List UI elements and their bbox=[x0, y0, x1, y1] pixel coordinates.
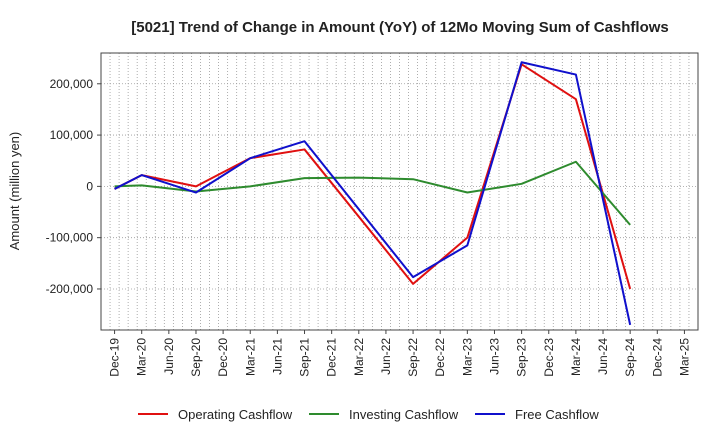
y-tick-label: 0 bbox=[86, 179, 93, 193]
y-tick-label: 100,000 bbox=[50, 128, 94, 142]
legend-label: Free Cashflow bbox=[515, 407, 599, 422]
x-tick-label: Jun-21 bbox=[270, 338, 284, 375]
x-tick-label: Mar-24 bbox=[569, 338, 583, 376]
x-tick-label: Mar-23 bbox=[460, 338, 474, 376]
x-tick-label: Dec-21 bbox=[325, 338, 339, 377]
x-tick-label: Dec-23 bbox=[542, 338, 556, 377]
x-tick-label: Mar-22 bbox=[352, 338, 366, 376]
x-tick-label: Jun-22 bbox=[379, 338, 393, 375]
y-tick-label: -200,000 bbox=[46, 282, 94, 296]
y-tick-labels: 200,000 100,000 0 -100,000 -200,000 bbox=[46, 77, 101, 296]
x-tick-label: Dec-22 bbox=[433, 338, 447, 377]
x-tick-label: Jun-20 bbox=[162, 338, 176, 375]
series-line-investing-cashflow bbox=[114, 160, 631, 226]
y-tick-label: 200,000 bbox=[50, 77, 94, 91]
series-line-free-cashflow bbox=[114, 61, 632, 326]
legend-label: Investing Cashflow bbox=[349, 407, 459, 422]
x-tick-label: Dec-19 bbox=[108, 338, 122, 377]
x-tick-labels: Dec-19 Mar-20 Jun-20 Sep-20 Dec-20 Mar-21 Jun-… bbox=[108, 330, 691, 377]
x-tick-label: Jun-24 bbox=[596, 338, 610, 375]
y-tick-label: -100,000 bbox=[46, 231, 94, 245]
y-axis-label: Amount (million yen) bbox=[7, 132, 22, 251]
chart-title: [5021] Trend of Change in Amount (YoY) o… bbox=[131, 19, 669, 36]
x-tick-label: Sep-24 bbox=[623, 338, 637, 377]
legend: Operating Cashflow Investing Cashflow Free… bbox=[138, 407, 599, 422]
x-tick-label: Mar-25 bbox=[677, 338, 691, 376]
series-lines bbox=[114, 61, 632, 326]
x-tick-label: Mar-20 bbox=[135, 338, 149, 376]
x-tick-label: Dec-24 bbox=[650, 338, 664, 377]
x-tick-label: Mar-21 bbox=[243, 338, 257, 376]
series-line-operating-cashflow bbox=[114, 63, 632, 290]
x-tick-label: Sep-22 bbox=[406, 338, 420, 377]
plot-frame bbox=[100, 52, 699, 331]
x-tick-label: Dec-20 bbox=[216, 338, 230, 377]
x-tick-label: Jun-23 bbox=[487, 338, 501, 375]
x-tick-label: Sep-21 bbox=[298, 338, 312, 377]
x-tick-label: Sep-20 bbox=[189, 338, 203, 377]
legend-label: Operating Cashflow bbox=[178, 407, 293, 422]
x-tick-label: Sep-23 bbox=[515, 338, 529, 377]
